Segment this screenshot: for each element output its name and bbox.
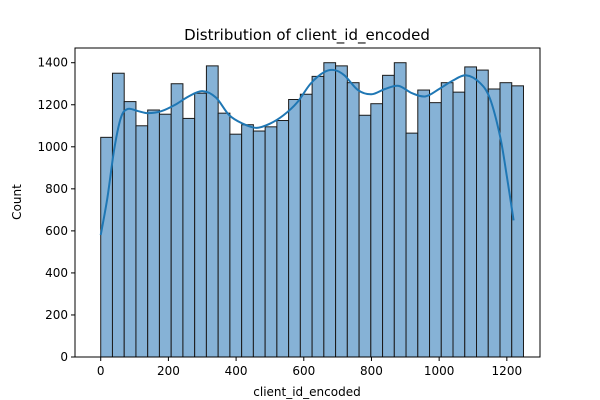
histogram-bar — [147, 109, 160, 358]
histogram-bar — [123, 101, 137, 358]
y-tick-label: 0 — [60, 350, 68, 364]
histogram-bar — [464, 66, 478, 358]
histogram-bar — [405, 132, 419, 358]
x-tick-label: 0 — [97, 364, 105, 378]
y-tick-label: 400 — [45, 266, 68, 280]
y-tick-label: 1400 — [37, 56, 68, 70]
histogram-bar — [288, 99, 301, 358]
histogram-bar — [476, 69, 489, 358]
histogram-bar — [429, 102, 442, 358]
x-tick-label: 600 — [292, 364, 315, 378]
y-tick-label: 1200 — [37, 98, 68, 112]
bars-group — [100, 62, 524, 358]
y-tick-label: 800 — [45, 182, 68, 196]
y-tick-label: 600 — [45, 224, 68, 238]
x-tick-label: 800 — [360, 364, 383, 378]
x-tick-label: 200 — [157, 364, 180, 378]
histogram-bar — [158, 113, 172, 358]
histogram-bar — [323, 62, 337, 358]
histogram-bar — [194, 92, 207, 358]
histogram-bar — [346, 82, 360, 358]
plot-frame — [74, 47, 541, 358]
x-axis-ticks: 0 200 400 600 800 1000 1200 — [97, 357, 522, 378]
y-tick-label: 200 — [45, 308, 68, 322]
kde-curve — [99, 68, 515, 236]
histogram-bar — [370, 103, 384, 358]
histogram-bar — [264, 126, 278, 358]
x-tick-label: 400 — [225, 364, 248, 378]
histogram-bar — [241, 124, 254, 358]
histogram-bar — [452, 91, 466, 358]
histogram-bar — [499, 82, 513, 358]
chart-title: Distribution of client_id_encoded — [184, 26, 430, 45]
histogram-bar — [205, 65, 219, 358]
histogram-bar — [382, 74, 395, 358]
histogram-bar — [440, 82, 454, 358]
histogram-bar — [511, 85, 524, 358]
histogram-bar — [335, 65, 348, 358]
histogram-bar — [417, 89, 431, 358]
histogram-bar — [311, 75, 325, 358]
histogram-bar — [358, 114, 372, 358]
histogram-bar — [252, 130, 266, 358]
x-tick-label: 1000 — [424, 364, 455, 378]
histogram-bar — [135, 125, 149, 358]
x-tick-label: 1200 — [492, 364, 523, 378]
histogram-bar — [170, 83, 184, 358]
histogram-bar — [217, 112, 231, 358]
x-axis-label: client_id_encoded — [253, 385, 360, 399]
histogram-bar — [182, 117, 196, 358]
y-tick-label: 1000 — [37, 140, 68, 154]
y-axis-label: Count — [10, 184, 24, 220]
histogram-bar — [276, 120, 290, 358]
histogram-bar — [393, 62, 407, 358]
y-axis-ticks: 0 200 400 600 800 1000 1200 1400 — [37, 56, 75, 364]
histogram-bar — [229, 133, 243, 358]
histogram-bar — [299, 93, 313, 358]
